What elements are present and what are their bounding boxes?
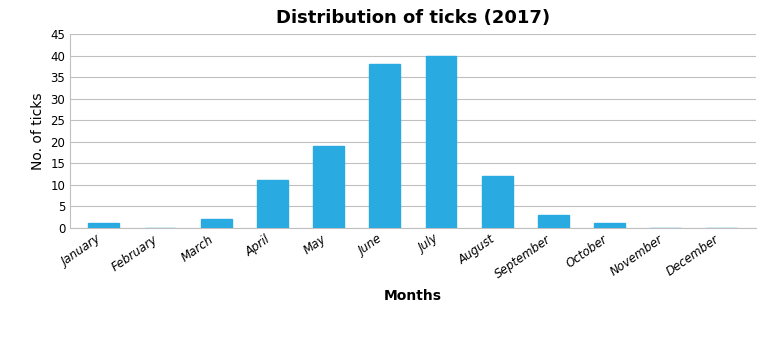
- Bar: [481, 176, 513, 228]
- Bar: [201, 219, 231, 228]
- Bar: [313, 146, 344, 228]
- Bar: [538, 215, 569, 228]
- Bar: [88, 223, 119, 228]
- Y-axis label: No. of ticks: No. of ticks: [31, 92, 45, 170]
- X-axis label: Months: Months: [384, 289, 442, 303]
- Bar: [594, 223, 625, 228]
- Bar: [257, 181, 288, 228]
- Bar: [369, 64, 400, 228]
- Title: Distribution of ticks (2017): Distribution of ticks (2017): [276, 9, 550, 27]
- Bar: [425, 55, 456, 228]
